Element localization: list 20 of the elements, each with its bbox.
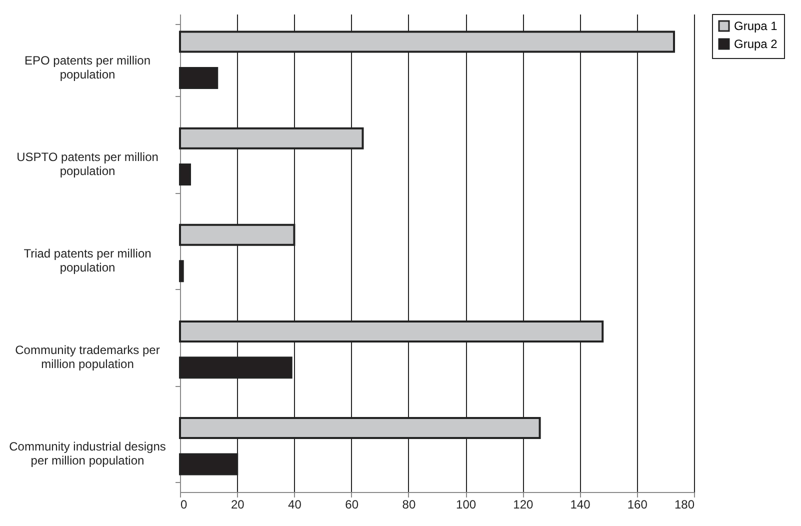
- x-tick-label: 20: [230, 498, 245, 512]
- legend-label: Grupa 1: [734, 19, 778, 33]
- y-tick-label: EPO patents per million population: [24, 53, 151, 82]
- x-tick-label: 120: [513, 498, 534, 512]
- bar: [179, 66, 218, 89]
- bar: [179, 164, 191, 186]
- y-tick-label: Community industrial designs per million population: [9, 440, 166, 468]
- x-tick-label: 100: [456, 498, 476, 512]
- x-tick-label: 180: [674, 498, 695, 512]
- legend-label: Grupa 2: [734, 37, 778, 51]
- x-tick-label: 140: [570, 498, 591, 512]
- x-tick-label: 0: [180, 498, 188, 512]
- y-tick-label: Community trademarks per million population: [15, 343, 160, 372]
- x-tick-label: 80: [402, 498, 416, 512]
- x-tick-label: 40: [288, 498, 302, 512]
- y-tick-label: USPTO patents per million population: [16, 150, 158, 178]
- x-tick-label: 160: [627, 498, 648, 512]
- y-tick-label: Triad patents per million population: [24, 246, 152, 274]
- x-tick-label: 60: [345, 498, 359, 512]
- bar: [179, 260, 184, 282]
